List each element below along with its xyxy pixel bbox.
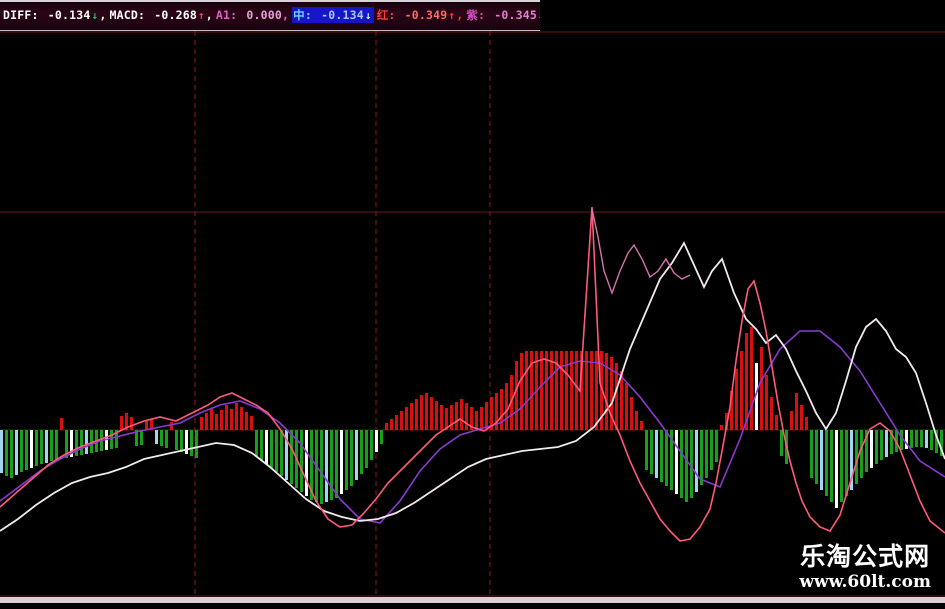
chart-svg (0, 31, 945, 603)
series-line-white (0, 241, 945, 532)
readout-zi[interactable]: 紫: -0.345↓, (466, 7, 540, 23)
readout-diff[interactable]: DIFF: -0.134↓, (3, 8, 106, 22)
readout-hong-label: 红: (376, 8, 396, 22)
indicator-readout-bar[interactable]: DIFF: -0.134↓, MACD: -0.268↑, A1: 0.000, 中:… (0, 0, 540, 31)
watermark-site-name: 乐淘公式网 (800, 541, 931, 571)
readout-zi-value: -0.345 (487, 8, 538, 22)
readout-macd-label: MACD: (109, 8, 146, 22)
readout-a1-value: 0.000 (239, 8, 283, 22)
readout-a1-separator: , (282, 8, 290, 22)
window-bottom-border (0, 597, 945, 603)
series-line-pink (0, 206, 945, 542)
horizontal-gridlines (0, 31, 945, 597)
readout-zi-label: 紫: (466, 8, 486, 22)
readout-selected-trend-arrow-icon: ↓ (364, 9, 372, 22)
readout-macd-value: -0.268 (147, 8, 197, 22)
readout-hong-value: -0.349 (397, 8, 448, 22)
readout-diff-separator: , (99, 8, 107, 22)
readout-diff-trend-arrow-icon: ↓ (91, 9, 99, 22)
series-line-magenta (591, 208, 691, 296)
readout-selected-value: -0.134 (313, 8, 364, 22)
readout-a1-label: A1: (215, 8, 238, 22)
readout-hong-separator: , (456, 8, 464, 22)
readout-selected-label: 中: (293, 8, 312, 22)
macd-plot-area[interactable] (0, 31, 945, 603)
header-highlight-strip (0, 0, 540, 2)
readout-macd-trend-arrow-icon: ↑ (197, 9, 205, 22)
readout-diff-label: DIFF: (3, 8, 39, 22)
readout-a1[interactable]: A1: 0.000, (216, 8, 289, 22)
watermark: 乐淘公式网 www.60lt.com (799, 541, 931, 593)
readout-hong[interactable]: 红: -0.349↑, (377, 7, 464, 23)
readout-zi-trend-arrow-icon: ↓ (538, 9, 540, 22)
readout-selected[interactable]: 中: -0.134↓ (292, 7, 374, 23)
macd-histogram (0, 327, 943, 508)
watermark-site-url: www.60lt.com (799, 572, 931, 593)
readout-hong-trend-arrow-icon: ↑ (448, 9, 456, 22)
readout-macd-separator: , (205, 8, 213, 22)
readout-macd[interactable]: MACD: -0.268↑, (109, 8, 212, 22)
readout-diff-value: -0.134 (40, 8, 91, 22)
